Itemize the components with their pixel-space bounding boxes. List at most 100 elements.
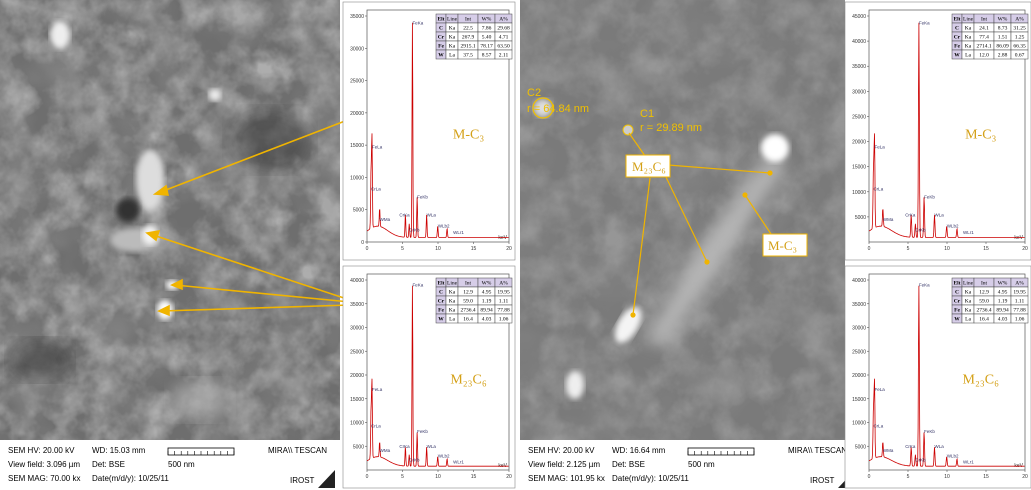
footer-wd: WD: 15.03 mm: [92, 446, 146, 455]
y-tick-label: 15000: [852, 165, 866, 171]
table-value: W: [438, 317, 444, 323]
image-annotation: C1: [640, 108, 654, 120]
table-header: Int: [465, 281, 472, 287]
y-tick-label: 25000: [852, 114, 866, 120]
table-value: 2915.1: [460, 44, 475, 50]
image-annotation: r = 64.84 nm: [527, 103, 589, 115]
x-tick-label: 20: [1022, 246, 1028, 252]
eds-spectrum: 40000 35000 30000 25000 20000 15000 10000 5000 0…: [844, 265, 1031, 489]
table-value: La: [449, 53, 455, 59]
footer-hv: SEM HV: 20.00 kV: [528, 446, 595, 455]
y-tick-label: 35000: [852, 302, 866, 308]
footer-wd: WD: 16.64 mm: [612, 446, 666, 455]
table-value: 267.9: [462, 35, 475, 41]
peak-label: FeKa: [412, 20, 423, 25]
table-header: Line: [963, 281, 974, 287]
x-tick-label: 15: [983, 246, 989, 252]
x-tick-label: 0: [366, 474, 369, 480]
footer-hv: SEM HV: 20.00 kV: [8, 446, 75, 455]
peak-label: CrLa: [371, 187, 381, 192]
peak-label: FeKa: [412, 283, 423, 288]
y-tick-label: 40000: [852, 278, 866, 284]
peak-label: FeKb: [924, 429, 935, 434]
y-tick-label: 10000: [852, 421, 866, 427]
peak-label: FeKb: [417, 194, 428, 199]
scale-bar: [687, 447, 755, 456]
table-header: A%: [499, 281, 508, 287]
table-value: W: [954, 317, 960, 323]
y-tick-label: 15000: [350, 143, 364, 149]
y-tick-label: 25000: [350, 79, 364, 85]
y-tick-label: 30000: [852, 89, 866, 95]
y-tick-label: 25000: [852, 349, 866, 355]
table-value: 78.17: [480, 44, 493, 50]
table-header: Int: [981, 17, 988, 23]
table-value: 2.88: [998, 53, 1008, 59]
peak-label: CrLa: [873, 424, 883, 429]
spectrum-curve: [366, 22, 509, 239]
table-value: 7.86: [482, 26, 492, 32]
table-value: Ka: [449, 299, 456, 305]
x-tick-label: 0: [868, 246, 871, 252]
y-tick-label: 5000: [855, 215, 866, 221]
y-tick-label: 40000: [350, 278, 364, 284]
table-value: 8.57: [482, 53, 492, 59]
x-tick-label: 5: [907, 474, 910, 480]
table-cell: [1010, 49, 1029, 60]
peak-label: WMa: [380, 217, 391, 222]
y-tick-label: 10000: [350, 175, 364, 181]
table-value: 77.88: [497, 308, 510, 314]
x-tick-label: 10: [435, 246, 441, 252]
peak-label: FeKa: [919, 20, 930, 25]
x-tick-label: 15: [983, 474, 989, 480]
peak-label: FeLa: [874, 387, 885, 392]
footer-date: Date(m/d/y): 10/25/11: [612, 474, 689, 483]
table-value: 24.1: [979, 26, 989, 32]
x-tick-label: 15: [471, 474, 477, 480]
table-value: 16.4: [979, 317, 989, 323]
peak-label: CrLa: [371, 424, 381, 429]
table-value: 8.73: [998, 26, 1008, 32]
table-value: Ka: [965, 26, 972, 32]
table-value: Fe: [438, 44, 444, 50]
peak-label: FeKb: [417, 429, 428, 434]
table-value: 1.06: [1015, 317, 1025, 323]
peak-label: FeLa: [372, 145, 383, 150]
phase-label: M₂₃C₆: [963, 373, 1000, 388]
table-value: 12.9: [463, 290, 473, 296]
table-value: Ka: [449, 308, 456, 314]
y-tick-label: 0: [361, 240, 364, 246]
peak-label: CrKb: [409, 458, 420, 463]
footer-mag: SEM MAG: 101.95 kx: [528, 474, 605, 483]
y-tick-label: 10000: [852, 190, 866, 196]
table-value: Fe: [954, 44, 960, 50]
x-unit: keV: [1014, 235, 1023, 241]
y-tick-label: 35000: [852, 64, 866, 70]
eds-spectrum: 35000 30000 25000 20000 15000 10000 5000 00 5 10 1…: [342, 1, 516, 261]
table-value: Ka: [965, 44, 972, 50]
y-tick-label: 30000: [350, 46, 364, 52]
table-value: Fe: [438, 308, 444, 314]
footer-lab: IROST: [810, 476, 835, 485]
table-cell: [494, 313, 513, 324]
table-header: Line: [447, 17, 458, 23]
y-tick-label: 20000: [852, 373, 866, 379]
x-tick-label: 5: [401, 246, 404, 252]
table-header: A%: [1015, 281, 1024, 287]
table-value: 4.95: [482, 290, 492, 296]
table-value: La: [965, 317, 971, 323]
table-value: 31.25: [1013, 26, 1026, 32]
table-value: 1.25: [1015, 35, 1025, 41]
table-header: Elt: [953, 281, 960, 287]
peak-label: WMa: [380, 448, 391, 453]
y-tick-label: 5000: [855, 444, 866, 450]
peak-label: FeKb: [924, 194, 935, 199]
spectrum-curve: [868, 22, 1025, 238]
eds-spectrum: 40000 35000 30000 25000 20000 15000 10000 5000 0…: [342, 265, 516, 489]
spectrum-curve: [366, 285, 509, 467]
peak-label: WLa: [935, 212, 945, 217]
table-value: 22.5: [463, 26, 473, 32]
table-header: A%: [499, 17, 508, 23]
x-tick-label: 5: [907, 246, 910, 252]
